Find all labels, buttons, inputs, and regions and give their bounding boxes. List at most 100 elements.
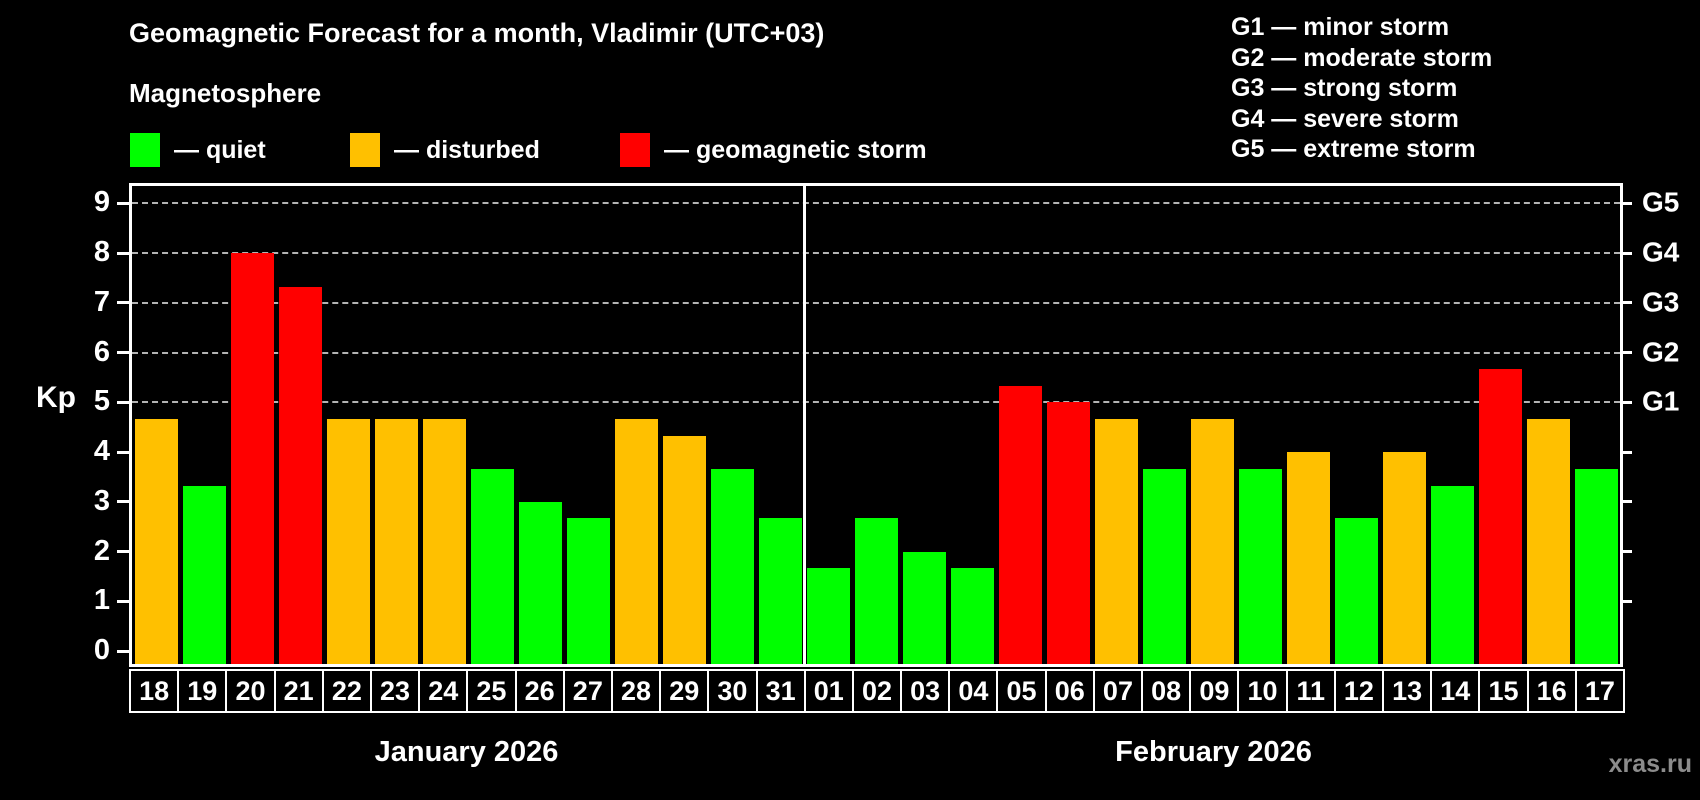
kp-bar-feb-07 (1094, 418, 1138, 664)
date-cell-22: 22 (321, 669, 372, 713)
kp-bar-jan-22 (326, 418, 370, 664)
right-axis-label-g3: G3 (1642, 286, 1680, 318)
date-cell-05: 05 (996, 669, 1047, 713)
gridline-kp5 (132, 401, 1620, 404)
kp-bar-jan-25 (470, 468, 514, 664)
right-axis-label-g5: G5 (1642, 186, 1680, 218)
kp-bar-feb-14 (1430, 485, 1474, 664)
y-axis-tick-3 (117, 500, 129, 504)
right-axis-tick-3 (1620, 500, 1632, 504)
kp-bar-jan-18 (134, 418, 178, 664)
y-tick-label-7: 7 (93, 285, 110, 318)
date-cell-29: 29 (659, 669, 710, 713)
g-legend-line-g2: G2 — moderate storm (1231, 43, 1493, 72)
kp-bar-feb-01 (806, 568, 850, 664)
kp-bar-jan-27 (566, 518, 610, 664)
right-axis-label-g4: G4 (1642, 236, 1680, 268)
date-cell-26: 26 (514, 669, 565, 713)
date-cell-27: 27 (562, 669, 613, 713)
date-cell-19: 19 (177, 669, 228, 713)
date-cell-30: 30 (707, 669, 758, 713)
y-tick-label-9: 9 (93, 186, 110, 219)
right-axis-tick-1 (1620, 599, 1632, 603)
y-tick-label-4: 4 (93, 435, 110, 468)
kp-bar-feb-16 (1526, 418, 1570, 664)
g-legend-line-g3: G3 — strong storm (1231, 74, 1458, 102)
y-axis-title: Kp (36, 381, 76, 414)
legend-label-storm: — geomagnetic storm (664, 135, 927, 164)
date-cell-28: 28 (610, 669, 662, 713)
kp-bar-jan-21 (278, 286, 322, 664)
y-axis-tick-6 (117, 351, 129, 355)
legend-item-storm: — geomagnetic storm (620, 133, 927, 167)
gridline-kp9 (132, 202, 1620, 205)
date-cell-07: 07 (1092, 669, 1144, 713)
right-axis-label-g2: G2 (1642, 336, 1680, 368)
date-cell-16: 16 (1526, 669, 1577, 713)
right-axis-tick-9 (1620, 201, 1632, 205)
date-cell-06: 06 (1044, 669, 1095, 713)
month-label-february: February 2026 (1115, 736, 1312, 768)
watermark: xras.ru (1608, 750, 1692, 778)
kp-bar-feb-10 (1238, 468, 1282, 664)
page-title: Geomagnetic Forecast for a month, Vladim… (129, 18, 825, 48)
kp-bar-jan-20 (230, 253, 274, 664)
right-axis-label-g1: G1 (1642, 385, 1680, 417)
g-scale-legend: G1 — minor storm G2 — moderate storm G3 … (1231, 12, 1492, 165)
kp-bar-feb-09 (1190, 418, 1234, 664)
date-cell-15: 15 (1478, 669, 1529, 713)
y-tick-label-8: 8 (93, 236, 110, 269)
date-cell-02: 02 (851, 669, 903, 713)
legend-label-quiet: — quiet (174, 135, 266, 164)
y-tick-label-2: 2 (93, 534, 110, 567)
month-label-january: January 2026 (374, 736, 559, 768)
g-legend-line-g1: G1 — minor storm (1231, 13, 1450, 41)
kp-bar-feb-17 (1574, 468, 1618, 664)
y-axis-tick-7 (117, 301, 129, 305)
kp-bar-jan-24 (422, 418, 466, 664)
disturbed-color-swatch (350, 133, 380, 167)
kp-bar-feb-13 (1382, 452, 1426, 664)
date-cell-25: 25 (466, 669, 517, 713)
kp-bar-feb-06 (1046, 402, 1090, 664)
date-cell-13: 13 (1382, 669, 1433, 713)
gridline-kp6 (132, 351, 1620, 354)
kp-bar-jan-26 (518, 501, 562, 664)
legend-label-disturbed: — disturbed (394, 135, 540, 164)
date-cell-24: 24 (418, 669, 469, 713)
y-tick-label-0: 0 (93, 634, 110, 667)
date-cell-21: 21 (273, 669, 324, 713)
date-cell-11: 11 (1285, 669, 1336, 713)
date-cell-03: 03 (900, 669, 951, 713)
right-axis-tick-7 (1620, 301, 1632, 305)
legend-item-disturbed: — disturbed (350, 133, 540, 167)
date-cell-18: 18 (129, 669, 180, 713)
date-cell-01: 01 (803, 669, 854, 713)
date-cell-23: 23 (369, 669, 421, 713)
magnetosphere-label: Magnetosphere (129, 78, 322, 108)
date-cell-20: 20 (225, 669, 276, 713)
g-legend-line-g4: G4 — severe storm (1231, 104, 1459, 133)
gridline-kp7 (132, 301, 1620, 304)
kp-bar-jan-29 (662, 435, 706, 664)
y-tick-label-6: 6 (93, 335, 110, 368)
y-axis-tick-8 (117, 251, 129, 255)
kp-bar-feb-12 (1334, 518, 1378, 664)
right-axis-tick-8 (1620, 251, 1632, 255)
storm-color-swatch (620, 133, 650, 167)
kp-bar-feb-04 (950, 568, 994, 664)
kp-bar-jan-19 (182, 485, 226, 664)
kp-bar-jan-23 (374, 418, 418, 664)
kp-bar-feb-05 (998, 386, 1042, 664)
date-cell-08: 08 (1141, 669, 1192, 713)
kp-bar-jan-31 (758, 518, 802, 664)
right-axis-tick-2 (1620, 550, 1632, 554)
right-axis-tick-5 (1620, 400, 1632, 404)
y-axis-tick-4 (117, 450, 129, 454)
date-cell-14: 14 (1430, 669, 1481, 713)
y-axis-tick-1 (117, 599, 129, 603)
date-cell-12: 12 (1333, 669, 1385, 713)
month-divider (802, 186, 806, 664)
kp-bar-feb-08 (1142, 468, 1186, 664)
